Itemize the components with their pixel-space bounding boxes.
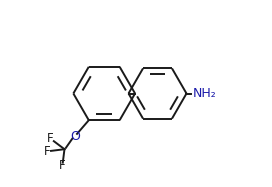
Text: F: F [59,159,66,172]
Text: NH₂: NH₂ [193,87,217,100]
Text: O: O [70,130,80,143]
Text: F: F [47,132,54,145]
Text: F: F [44,145,51,158]
